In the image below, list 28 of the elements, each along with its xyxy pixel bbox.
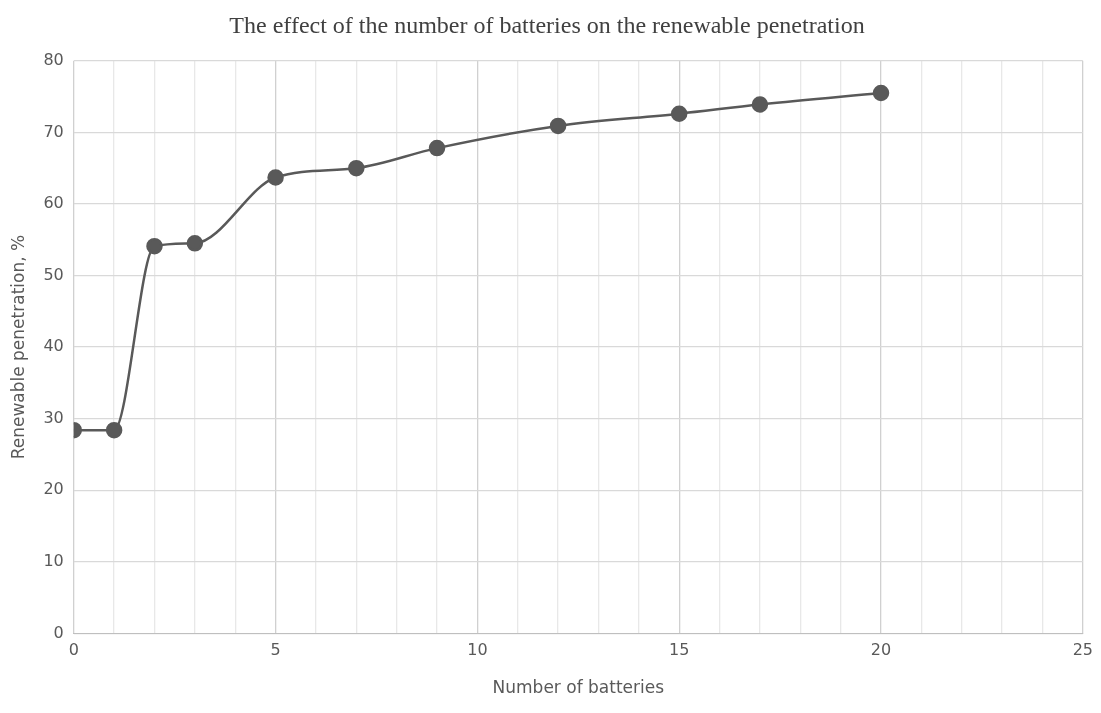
y-tick-label: 10 [43, 550, 64, 570]
y-tick-label: 20 [43, 479, 64, 499]
point [105, 421, 123, 439]
point [267, 169, 284, 186]
y-tick-label: 40 [43, 336, 64, 356]
x-axis-title: Number of batteries [492, 677, 665, 698]
y-tick-label: 80 [43, 49, 64, 69]
x-tick-label: 20 [870, 640, 892, 660]
y-tick-label: 50 [43, 264, 64, 284]
y-tick-label: 0 [53, 622, 64, 642]
x-tick-label: 5 [270, 640, 281, 660]
x-tick-label: 0 [68, 640, 79, 660]
point [872, 84, 890, 102]
point [348, 159, 365, 177]
x-tick-label: 15 [669, 640, 690, 660]
y-axis-title: Renewable penetration, % [7, 234, 28, 460]
y-tick-label: 30 [43, 407, 64, 427]
point [670, 105, 688, 123]
y-tick-label: 70 [43, 121, 64, 141]
y-tick-label: 60 [43, 193, 64, 213]
x-tick-label: 25 [1072, 640, 1093, 660]
point [428, 139, 446, 157]
x-tick-label: 10 [467, 640, 488, 660]
point [186, 235, 204, 252]
chart-title: The effect of the number of batteries on the renewable penetration [229, 11, 865, 38]
point [549, 117, 567, 135]
point [146, 237, 163, 255]
point [751, 96, 769, 113]
